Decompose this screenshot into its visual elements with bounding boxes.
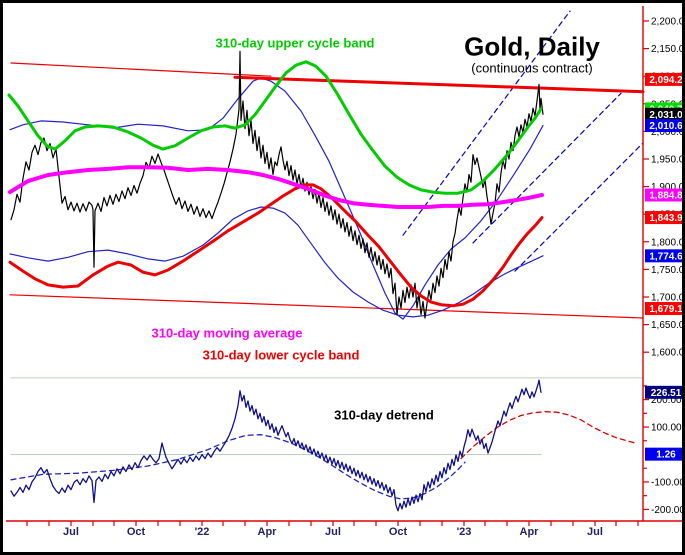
- series-blue-envelope-lower: [9, 206, 544, 318]
- page-subtitle: (continuous contract): [471, 60, 593, 76]
- value-tick-label: 1,800.0: [651, 237, 685, 248]
- page-title: Gold, Daily: [464, 31, 600, 62]
- value-tick-label: 1,750.0: [651, 265, 685, 276]
- value-tick-label: 100.00: [651, 423, 682, 434]
- price-badge: [645, 249, 682, 263]
- x-axis-label: Jul: [587, 526, 603, 538]
- value-tick-label: 1,900.0: [651, 182, 685, 193]
- series-lower-cycle-band-red: [8, 183, 544, 308]
- price-badge: [645, 302, 682, 316]
- series-upper-channel-thin-red: [10, 62, 272, 77]
- value-tick-label: 2,200.0: [651, 17, 685, 28]
- value-tick-label: 1,650.0: [651, 320, 685, 331]
- price-badge-label: 2,094.2: [649, 75, 683, 86]
- series-detrend-line: [10, 379, 542, 512]
- price-badge-label: 1.26: [656, 450, 676, 461]
- series-lower-channel-thin-red: [9, 294, 644, 319]
- price-badge: [645, 188, 682, 202]
- price-badge: [645, 119, 682, 133]
- value-tick-label: -100.00: [651, 477, 685, 488]
- price-badge-label: 1,774.6: [649, 251, 683, 262]
- price-badge-label: 1,679.1: [649, 304, 683, 315]
- price-badge-label: 1,884.8: [649, 190, 683, 201]
- series-dashed-trendline-1: [402, 10, 571, 236]
- detrend-annotation: 310-day detrend: [334, 407, 434, 423]
- lower-cycle-band-annotation: 310-day lower cycle band: [202, 347, 360, 363]
- price-badge-label: 2,010.6: [649, 121, 683, 132]
- price-badge-label: 1,843.9: [649, 213, 683, 224]
- series-price-bars: [10, 50, 544, 319]
- price-badge: [645, 72, 682, 86]
- series-upper-channel-thick-red: [233, 75, 645, 94]
- price-badge-label: 226.51: [651, 388, 682, 399]
- series-upper-cycle-band-green: [7, 60, 543, 195]
- price-badge: [645, 447, 682, 461]
- value-tick-label: -200.00: [651, 505, 685, 516]
- price-badge: [645, 107, 682, 121]
- value-tick-label: 1,950.0: [651, 155, 685, 166]
- series-detrend-cycle-fit-dashed-blue: [10, 434, 466, 500]
- upper-cycle-band-annotation: 310-day upper cycle band: [215, 35, 375, 51]
- x-axis-label: Jul: [325, 526, 341, 538]
- price-badge: [645, 385, 682, 399]
- x-axis-label: Oct: [389, 526, 408, 538]
- x-axis-label: '23: [457, 526, 472, 538]
- x-axis-label: Apr: [520, 526, 540, 538]
- price-badge-label: 2,031.0: [649, 110, 683, 121]
- x-axis-label: Jul: [63, 526, 79, 538]
- value-tick-label: 2,150.0: [651, 44, 685, 55]
- series-moving-average-magenta: [8, 165, 544, 209]
- value-tick-label: 1,600.0: [651, 348, 685, 359]
- series-dashed-trendline-3: [514, 142, 644, 272]
- price-badge: [645, 211, 682, 225]
- chart-canvas: Jul Oct '22 Apr Jul Oct '23 Apr Jul 2,200.0 2,150.…: [6, 6, 685, 538]
- series-dashed-trendline-2: [472, 92, 622, 244]
- value-tick-label: 200.00: [651, 395, 682, 406]
- series-blue-envelope-upper: [9, 77, 544, 320]
- x-axis-label: '22: [195, 526, 210, 538]
- x-axis-label: Apr: [258, 526, 278, 538]
- x-axis-label: Oct: [127, 526, 146, 538]
- value-tick-label: 1,700.0: [651, 293, 685, 304]
- value-tick-label: 2,000.0: [651, 127, 685, 138]
- series-detrend-cycle-projection-dashed-red: [460, 411, 636, 460]
- moving-average-annotation: 310-day moving average: [151, 325, 303, 341]
